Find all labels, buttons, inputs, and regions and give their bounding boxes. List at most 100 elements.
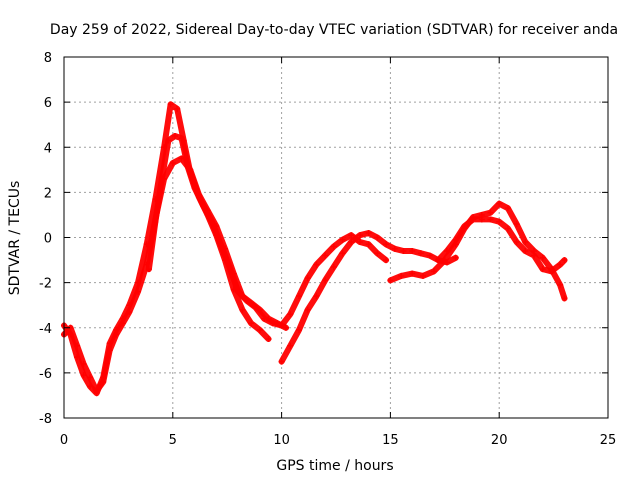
data-point: [387, 277, 394, 284]
data-point: [265, 336, 272, 343]
data-point: [74, 342, 81, 349]
ticks: 0 5 10 15 20 25 -8 -6 -4 -2 0 2 4 6 8: [39, 51, 616, 448]
data-point: [252, 304, 259, 311]
data-point: [561, 257, 568, 264]
x-tick-label: 10: [273, 433, 290, 448]
data-point: [400, 248, 407, 255]
data-point: [365, 241, 372, 248]
data-point: [398, 272, 405, 279]
data-point: [513, 220, 520, 227]
data-point: [226, 263, 233, 270]
data-point: [496, 218, 503, 225]
satellite-arc-3-line: [145, 133, 389, 329]
x-tick-label: 15: [382, 433, 399, 448]
data-point: [409, 248, 416, 255]
data-point: [313, 293, 320, 300]
data-point: [374, 234, 381, 241]
data-point: [322, 252, 329, 259]
y-tick-label: -2: [39, 277, 52, 292]
data-point: [165, 137, 172, 144]
data-point: [504, 205, 511, 212]
x-tick-label: 25: [600, 433, 617, 448]
data-point: [539, 266, 546, 273]
x-axis-title: GPS time / hours: [276, 458, 393, 474]
y-tick-label: -6: [39, 367, 52, 382]
data-point: [269, 320, 276, 327]
data-point: [243, 297, 250, 304]
data-point: [522, 239, 529, 246]
data-point: [420, 272, 427, 279]
data-point: [470, 216, 477, 223]
data-point: [461, 223, 468, 230]
data-point: [126, 308, 133, 315]
data-point: [365, 229, 372, 236]
data-point: [548, 268, 555, 275]
data-point: [106, 347, 113, 354]
y-tick-label: 6: [44, 96, 52, 111]
data-point: [296, 327, 303, 334]
data-point: [200, 202, 207, 209]
data-point: [391, 245, 398, 252]
data-point: [304, 275, 311, 282]
data-point: [348, 239, 355, 246]
data-point: [374, 250, 381, 257]
data-point: [239, 306, 246, 313]
data-point: [178, 135, 185, 142]
x-tick-label: 20: [491, 433, 508, 448]
data-point: [426, 252, 433, 259]
data-point: [322, 277, 329, 284]
data-point: [80, 372, 87, 379]
data-point: [119, 320, 126, 327]
x-tick-label: 5: [169, 433, 177, 448]
data-point: [383, 241, 390, 248]
data-point: [217, 241, 224, 248]
data-point: [87, 374, 94, 381]
data-point: [487, 216, 494, 223]
data-point: [452, 236, 459, 243]
data-point: [287, 311, 294, 318]
data-point: [296, 293, 303, 300]
data-point: [539, 254, 546, 261]
data-point: [478, 216, 485, 223]
data-point: [134, 288, 141, 295]
data-point: [330, 263, 337, 270]
data-point: [278, 322, 285, 329]
data-point: [278, 358, 285, 365]
data-point: [531, 252, 538, 259]
data-point: [256, 327, 263, 334]
y-axis-title: SDTVAR / TECUs: [7, 181, 23, 296]
data-point: [169, 160, 176, 167]
data-point: [208, 218, 215, 225]
y-tick-label: 2: [44, 186, 52, 201]
satellite-arc-2-line: [61, 155, 289, 394]
data-point: [417, 250, 424, 257]
y-tick-label: 0: [44, 232, 52, 247]
data-point: [287, 342, 294, 349]
data-point: [513, 239, 520, 246]
data-point: [339, 250, 346, 257]
data-point: [248, 320, 255, 327]
data-point: [504, 225, 511, 232]
data-point: [452, 254, 459, 261]
data-point: [383, 257, 390, 264]
satellite-arc-4-line: [278, 230, 459, 365]
y-tick-label: -4: [39, 322, 52, 337]
data-point: [557, 281, 564, 288]
satellite-arc-6-line: [435, 216, 568, 275]
data-point: [557, 261, 564, 268]
data-point: [313, 261, 320, 268]
y-tick-label: -8: [39, 412, 52, 427]
data-point: [100, 378, 107, 385]
data-point: [185, 164, 192, 171]
data-point: [487, 209, 494, 216]
data-point: [496, 200, 503, 207]
data-point: [522, 248, 529, 255]
data-point: [443, 248, 450, 255]
chart-title: Day 259 of 2022, Sidereal Day-to-day VTE…: [50, 22, 618, 38]
data-point: [356, 239, 363, 246]
data-point: [561, 295, 568, 302]
data-point: [435, 257, 442, 264]
data-point: [152, 218, 159, 225]
data-point: [167, 101, 174, 108]
